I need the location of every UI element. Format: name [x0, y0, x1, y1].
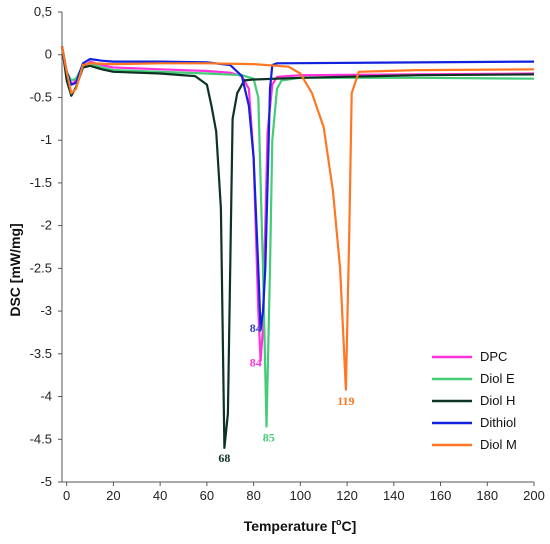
- x-tick-label: 160: [430, 488, 452, 503]
- legend-label: Diol M: [480, 437, 517, 452]
- x-tick-label: 60: [200, 488, 214, 503]
- series-line-diol-e: [60, 47, 535, 428]
- x-tick-label: 0: [63, 488, 70, 503]
- legend-label: DPC: [480, 349, 507, 364]
- peak-label: 84: [250, 355, 262, 369]
- legend: DPC Diol E Diol H Dithiol Diol M: [432, 349, 517, 452]
- peak-label: 85: [263, 431, 275, 445]
- y-tick-label: -3: [40, 303, 52, 318]
- x-tick-label: 120: [336, 488, 358, 503]
- series-line-dpc: [60, 46, 535, 362]
- y-tick-label: -5: [40, 474, 52, 489]
- x-tick-label: 200: [523, 488, 545, 503]
- x-tick-label: 140: [383, 488, 405, 503]
- legend-label: Dithiol: [480, 415, 516, 430]
- x-tick-label: 40: [153, 488, 167, 503]
- series-line-dithiol: [60, 46, 535, 331]
- axes: [58, 11, 535, 486]
- series-line-diol-m: [60, 46, 535, 391]
- x-axis-label: Temperature [oC]: [244, 517, 357, 534]
- y-tick-label: -3.5: [30, 346, 52, 361]
- x-axis-label-sup: o: [336, 517, 342, 527]
- y-tick-label: -4.5: [30, 431, 52, 446]
- y-tick-label: -2.5: [30, 260, 52, 275]
- x-axis-label-end: C]: [342, 518, 357, 534]
- tick-labels: 0,5 0 -0.5 -1 -1.5 -2 -2.5 -3 -3.5 -4 -4.5 -5 0 20 40 6…: [30, 4, 545, 503]
- y-tick-label: -1.5: [30, 175, 52, 190]
- series-line-diol-h: [60, 46, 535, 449]
- legend-label: Diol E: [480, 371, 515, 386]
- y-tick-label: -1: [40, 132, 52, 147]
- y-tick-label: 0: [45, 47, 52, 62]
- peak-label: 119: [337, 394, 354, 408]
- x-tick-label: 100: [289, 488, 311, 503]
- legend-label: Diol H: [480, 393, 515, 408]
- x-tick-label: 20: [106, 488, 120, 503]
- y-tick-label: -2: [40, 218, 52, 233]
- x-axis-label-main: Temperature [: [244, 518, 337, 534]
- series-lines: [60, 46, 535, 449]
- x-tick-label: 80: [246, 488, 260, 503]
- y-tick-label: 0,5: [34, 4, 52, 19]
- peak-annotations: 84 84 68 85 119: [218, 321, 354, 465]
- peak-label: 84: [250, 321, 262, 335]
- x-tick-label: 180: [476, 488, 498, 503]
- y-tick-label: -4: [40, 389, 52, 404]
- y-tick-label: -0.5: [30, 89, 52, 104]
- peak-label: 68: [218, 451, 230, 465]
- y-axis-label: DSC [mW/mg]: [7, 223, 23, 316]
